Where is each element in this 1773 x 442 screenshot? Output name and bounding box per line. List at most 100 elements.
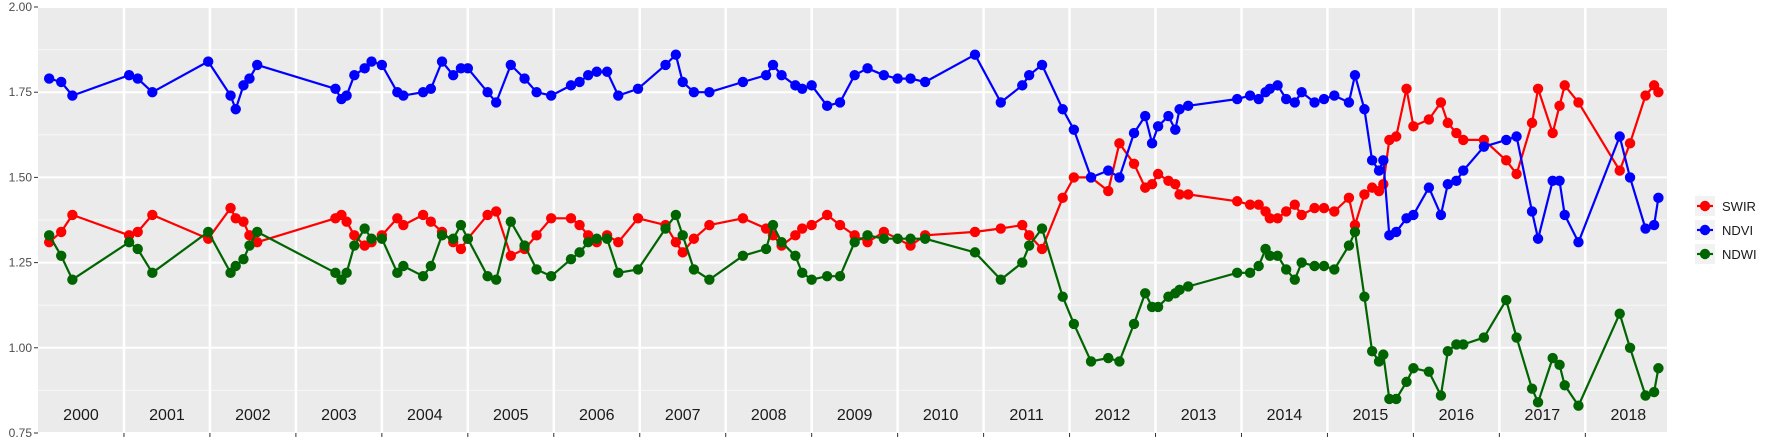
data-point <box>797 267 808 279</box>
data-point <box>398 219 409 231</box>
data-point <box>1653 87 1664 98</box>
data-point <box>1423 182 1435 193</box>
data-point <box>1289 97 1300 108</box>
data-point <box>670 209 682 221</box>
data-point <box>1264 250 1276 261</box>
data-point <box>1017 257 1028 268</box>
data-point <box>398 90 409 101</box>
data-point <box>147 209 158 221</box>
data-point <box>1458 339 1469 350</box>
data-point <box>1359 104 1370 115</box>
data-point <box>1640 390 1651 401</box>
data-point <box>505 250 516 261</box>
year-label: 2002 <box>235 407 271 424</box>
data-point <box>67 209 78 221</box>
data-point <box>565 213 577 224</box>
data-point <box>776 236 787 248</box>
data-point <box>1182 100 1194 112</box>
year-label: 2007 <box>665 407 701 424</box>
data-point <box>1023 240 1035 251</box>
year-label: 2008 <box>751 407 787 424</box>
data-point <box>688 87 700 98</box>
data-point <box>806 80 817 91</box>
data-point <box>1174 284 1185 296</box>
data-point <box>1559 209 1570 221</box>
data-point <box>1152 168 1164 180</box>
data-point <box>1573 236 1584 248</box>
data-point <box>531 264 542 275</box>
year-label: 2015 <box>1353 407 1389 424</box>
data-point <box>1378 155 1389 166</box>
data-point <box>1231 267 1243 279</box>
y-tick-label: 1.75 <box>9 85 33 99</box>
data-point <box>1318 260 1330 272</box>
data-point <box>545 213 557 224</box>
data-point <box>1272 213 1283 224</box>
data-point <box>1289 274 1300 285</box>
data-point <box>601 233 613 244</box>
year-label: 2000 <box>63 407 99 424</box>
data-point <box>1231 196 1243 207</box>
data-point <box>574 219 585 231</box>
data-point <box>969 49 981 60</box>
data-point <box>797 223 808 234</box>
year-label: 2018 <box>1611 407 1647 424</box>
year-label: 2016 <box>1439 407 1475 424</box>
data-point <box>790 250 801 261</box>
data-point <box>132 226 143 238</box>
data-point <box>1511 332 1522 343</box>
data-point <box>1640 223 1651 234</box>
data-point <box>1036 243 1048 255</box>
data-point <box>1624 342 1636 353</box>
year-label: 2005 <box>493 407 529 424</box>
y-tick-label: 1.25 <box>9 256 33 270</box>
data-point <box>482 271 493 282</box>
data-point <box>341 267 352 279</box>
data-point <box>1458 165 1469 176</box>
data-point <box>56 226 67 238</box>
data-point <box>349 230 360 241</box>
data-point <box>969 247 981 258</box>
data-point <box>574 76 585 88</box>
data-point <box>1280 93 1292 105</box>
data-point <box>244 240 255 251</box>
data-point <box>1501 134 1512 146</box>
year-label: 2004 <box>407 407 443 424</box>
data-point <box>1391 131 1402 142</box>
data-point <box>225 202 236 214</box>
data-point <box>462 233 474 244</box>
legend-key-point <box>1699 224 1711 236</box>
data-point <box>1391 226 1402 238</box>
data-point <box>1023 69 1035 81</box>
data-point <box>797 83 808 94</box>
data-point <box>1085 356 1097 367</box>
data-point <box>892 233 903 244</box>
data-point <box>1264 213 1276 224</box>
data-point <box>1057 291 1068 302</box>
data-point <box>43 230 55 241</box>
data-point <box>821 100 833 112</box>
data-point <box>462 63 474 74</box>
data-point <box>1435 390 1447 401</box>
data-point <box>737 213 749 224</box>
data-point <box>1366 346 1378 357</box>
data-point <box>1451 175 1462 187</box>
data-point <box>878 233 890 244</box>
data-point <box>56 250 67 261</box>
year-label: 2006 <box>579 407 615 424</box>
data-point <box>1653 363 1664 374</box>
data-point <box>1244 90 1256 101</box>
data-point <box>1036 59 1048 71</box>
data-point <box>1408 121 1419 132</box>
data-point <box>482 87 493 98</box>
data-point <box>490 97 502 108</box>
data-point <box>1391 393 1402 405</box>
data-point <box>565 253 577 265</box>
grid-lines <box>38 6 1667 434</box>
data-point <box>1057 104 1068 115</box>
data-point <box>1272 250 1283 261</box>
data-point <box>849 236 860 248</box>
data-point <box>392 267 403 279</box>
data-point <box>1614 165 1625 176</box>
data-point <box>613 90 624 101</box>
